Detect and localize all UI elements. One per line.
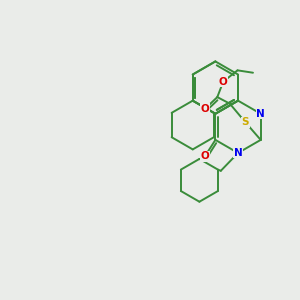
Text: S: S — [242, 117, 249, 127]
Text: N: N — [234, 148, 242, 158]
Text: O: O — [200, 104, 209, 114]
Text: O: O — [219, 76, 228, 87]
Text: O: O — [201, 151, 209, 161]
Text: N: N — [256, 109, 265, 119]
